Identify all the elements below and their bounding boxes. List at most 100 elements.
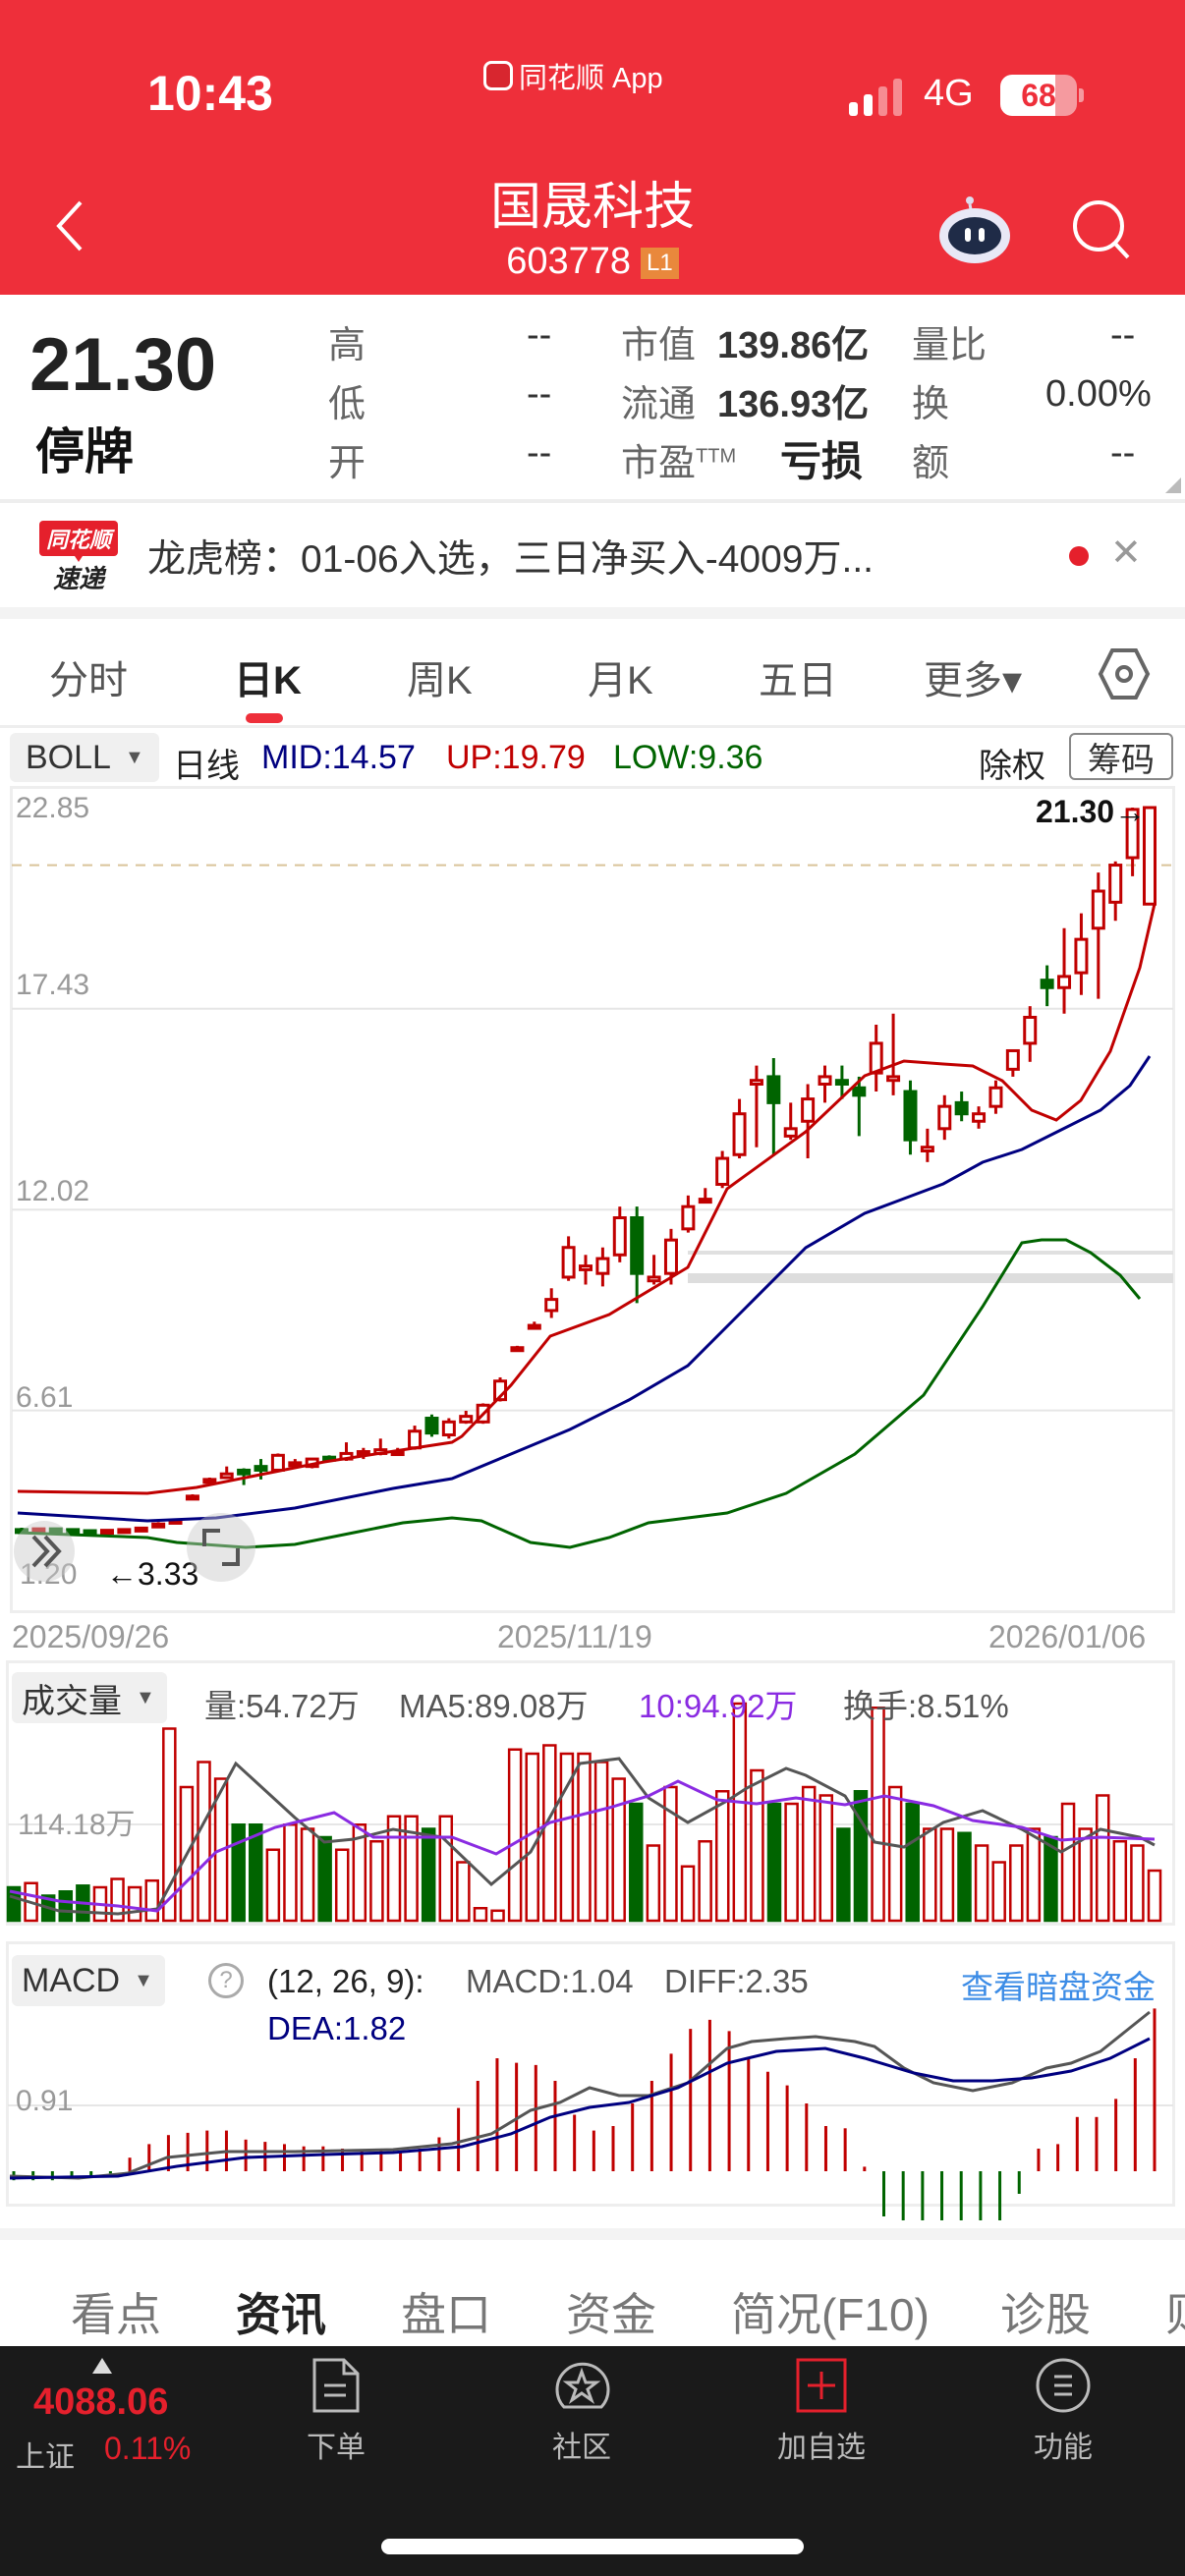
y-axis-label: 17.43 bbox=[16, 969, 90, 1001]
volume-ma10: 10:94.92万 bbox=[639, 1688, 798, 1724]
dark-pool-link[interactable]: 查看暗盘资金 bbox=[961, 1969, 1156, 2005]
nav-label: 下单 bbox=[307, 2432, 366, 2464]
bottom-tab-6[interactable]: 则 bbox=[1165, 2279, 1185, 2344]
menu-icon bbox=[1036, 2358, 1091, 2413]
indicator-label: BOLL bbox=[26, 738, 111, 776]
chips-button[interactable]: 筹码 bbox=[1069, 733, 1173, 780]
label-pe-text: 市盈 bbox=[621, 443, 697, 484]
macd-y-label: 0.91 bbox=[16, 2085, 74, 2117]
close-news-icon[interactable]: ✕ bbox=[1110, 532, 1142, 574]
volume-ma5: MA5:89.08万 bbox=[399, 1688, 589, 1724]
volume-chart[interactable] bbox=[0, 0, 1185, 1945]
tab-5[interactable]: 更多▾ bbox=[924, 659, 1023, 702]
tab-1[interactable]: 日K bbox=[234, 659, 302, 702]
app-logo-icon bbox=[483, 61, 513, 90]
tab-3[interactable]: 月K bbox=[588, 659, 653, 702]
macd-panel[interactable] bbox=[6, 1941, 1175, 2207]
label-open: 开 bbox=[328, 443, 367, 484]
back-chevron-icon[interactable] bbox=[49, 196, 88, 255]
search-icon[interactable] bbox=[1069, 195, 1134, 263]
period-label: 日线 bbox=[173, 748, 240, 785]
macd-params: (12, 26, 9): bbox=[267, 1963, 424, 1999]
value-pe: 亏损 bbox=[780, 438, 864, 484]
fullscreen-button[interactable] bbox=[187, 1513, 255, 1582]
svg-text:同花顺: 同花顺 bbox=[46, 529, 115, 553]
stock-name: 国晟科技 bbox=[489, 179, 695, 236]
trading-status: 停牌 bbox=[35, 424, 134, 479]
expand-corner-icon[interactable] bbox=[1165, 477, 1181, 493]
stock-code-line: 603778 L1 bbox=[0, 241, 1185, 283]
double-chevron-right-icon bbox=[31, 1535, 62, 1568]
home-indicator[interactable] bbox=[381, 2539, 804, 2554]
bottom-tab-2[interactable]: 盘口 bbox=[401, 2289, 491, 2340]
indicator-select-boll[interactable]: BOLL ▼ bbox=[10, 733, 159, 782]
value-market-cap: 139.86亿 bbox=[717, 325, 870, 366]
value-low: -- bbox=[527, 373, 552, 415]
network-type: 4G bbox=[924, 73, 974, 114]
min-price-marker: ←3.33 bbox=[106, 1556, 199, 1592]
indicator-select-volume[interactable]: 成交量 ▼ bbox=[12, 1672, 167, 1723]
community-star-icon bbox=[555, 2362, 610, 2409]
diff-value: DIFF:2.35 bbox=[664, 1963, 809, 1999]
help-icon[interactable]: ? bbox=[208, 1963, 244, 1998]
value-open: -- bbox=[527, 432, 552, 474]
x-axis-date: 2025/09/26 bbox=[12, 1619, 170, 1654]
value-turnover: 0.00% bbox=[1045, 373, 1152, 415]
section-gap bbox=[0, 607, 1185, 619]
indicator-label: MACD bbox=[22, 1961, 121, 1999]
tab-4[interactable]: 五日 bbox=[759, 659, 837, 702]
price-chart-frame[interactable] bbox=[10, 786, 1175, 1613]
news-flash-logo-icon: 同花顺 速递 bbox=[39, 521, 118, 591]
section-gap bbox=[0, 2228, 1185, 2240]
nav-label: 功能 bbox=[1034, 2432, 1093, 2464]
svg-text:速递: 速递 bbox=[53, 565, 107, 591]
macd-chart[interactable] bbox=[0, 0, 1185, 2220]
tab-0[interactable]: 分时 bbox=[49, 659, 128, 702]
candlestick-chart[interactable] bbox=[0, 0, 1185, 1670]
bottom-tab-5[interactable]: 诊股 bbox=[1000, 2289, 1091, 2340]
news-headline[interactable]: 龙虎榜：01-06入选，三日净买入-4009万... bbox=[147, 538, 875, 581]
battery-cap bbox=[1079, 88, 1084, 102]
boll-mid: MID:14.57 bbox=[261, 739, 416, 776]
ai-robot-icon[interactable] bbox=[938, 195, 1011, 263]
index-change: 0.11% bbox=[104, 2431, 192, 2466]
signal-icon bbox=[849, 79, 902, 116]
value-volume-ratio: -- bbox=[1110, 314, 1136, 356]
nav-community[interactable]: 社区 bbox=[503, 2356, 660, 2466]
adjust-toggle[interactable]: 除权 bbox=[979, 748, 1045, 785]
volume-value: 量:54.72万 bbox=[204, 1688, 360, 1724]
nav-functions[interactable]: 功能 bbox=[985, 2356, 1142, 2466]
index-value[interactable]: 4088.06 bbox=[33, 2381, 169, 2423]
label-amount: 额 bbox=[912, 443, 950, 484]
label-market-cap: 市值 bbox=[621, 325, 697, 366]
volume-panel[interactable] bbox=[6, 1660, 1175, 1926]
bottom-tab-1[interactable]: 资讯 bbox=[236, 2289, 326, 2340]
bottom-tab-4[interactable]: 简况(F10) bbox=[731, 2289, 930, 2340]
caret-down-icon: ▼ bbox=[124, 746, 144, 768]
x-axis-date: 2026/01/06 bbox=[988, 1619, 1147, 1654]
indicator-select-macd[interactable]: MACD ▼ bbox=[12, 1955, 165, 2006]
add-watchlist-icon bbox=[796, 2358, 847, 2413]
nav-add-watchlist[interactable]: 加自选 bbox=[743, 2356, 900, 2466]
bottom-tab-0[interactable]: 看点 bbox=[71, 2289, 161, 2340]
label-pe: 市盈TTM bbox=[621, 432, 736, 486]
app-source[interactable]: 同花顺 App bbox=[483, 55, 663, 96]
tab-2[interactable]: 周K bbox=[407, 659, 473, 702]
expand-left-button[interactable] bbox=[14, 1521, 75, 1582]
x-axis-date: 2025/11/19 bbox=[497, 1619, 652, 1654]
value-high: -- bbox=[527, 314, 552, 356]
order-doc-icon bbox=[312, 2358, 360, 2413]
label-low: 低 bbox=[328, 384, 367, 425]
dea-value: DEA:1.82 bbox=[267, 2010, 407, 2046]
value-amount: -- bbox=[1110, 432, 1136, 474]
settings-hexagon-icon[interactable] bbox=[1097, 646, 1152, 701]
stock-code: 603778 bbox=[506, 241, 632, 282]
nav-order[interactable]: 下单 bbox=[257, 2356, 415, 2466]
index-name: 上证 bbox=[16, 2441, 75, 2474]
app-source-label: 同花顺 App bbox=[519, 63, 663, 94]
boll-low: LOW:9.36 bbox=[613, 739, 763, 776]
turnover-rate: 换手:8.51% bbox=[843, 1688, 1009, 1724]
divider bbox=[0, 499, 1185, 503]
bottom-tab-3[interactable]: 资金 bbox=[566, 2289, 656, 2340]
index-up-arrow-icon bbox=[92, 2358, 112, 2374]
